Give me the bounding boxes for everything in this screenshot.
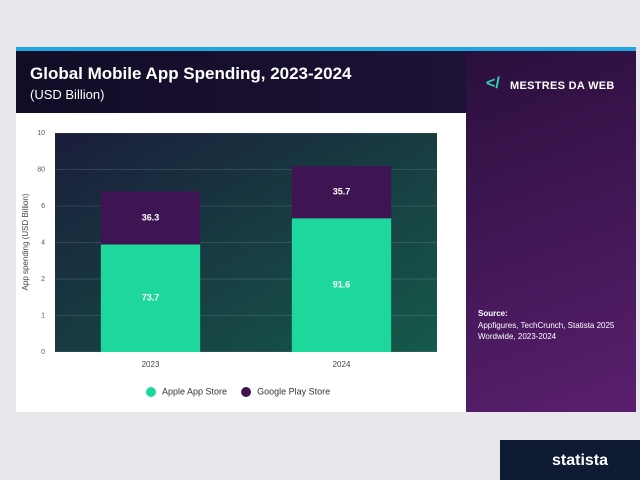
top-accent <box>16 47 636 51</box>
side-panel: </ MESTRES DA WEB Source: Appfigures, Te… <box>466 51 636 412</box>
x-tick-label: 2023 <box>142 360 160 369</box>
y-tick-label: 10 <box>37 130 45 137</box>
data-label: 35.7 <box>333 187 351 197</box>
data-label: 91.6 <box>333 280 351 290</box>
brand-icon: </ <box>486 75 500 92</box>
legend-label: Apple App Store <box>162 386 227 396</box>
legend-label: Google Play Store <box>257 386 330 396</box>
bar-segment <box>291 166 392 219</box>
y-tick-label: 80 <box>37 166 45 173</box>
bar-segment <box>100 244 201 352</box>
y-axis-title: App spending (USD Billion) <box>21 193 30 290</box>
data-label: 36.3 <box>142 212 160 222</box>
x-tick-label: 2024 <box>333 360 351 369</box>
y-tick-label: 6 <box>41 203 45 210</box>
footer-logo: statista <box>552 452 609 469</box>
brand-name: MESTRES DA WEB <box>510 80 615 92</box>
source-text: Appfigures, TechCrunch, Statista 2025 Wo… <box>478 321 615 341</box>
bar-segment <box>100 191 201 245</box>
legend-marker <box>146 387 156 397</box>
title: Global Mobile App Spending, 2023-2024 <box>30 64 352 83</box>
footer-bar: statista <box>500 440 640 480</box>
y-tick-label: 1 <box>41 312 45 319</box>
header: Global Mobile App Spending, 2023-2024 (U… <box>16 51 466 113</box>
source-label: Source: <box>478 309 508 318</box>
legend-marker <box>241 387 252 397</box>
y-tick-label: 4 <box>41 239 45 246</box>
data-label: 73.7 <box>142 293 160 303</box>
y-tick-label: 0 <box>41 349 45 356</box>
subtitle: (USD Billion) <box>30 87 105 102</box>
bar-segment <box>291 218 392 352</box>
y-tick-label: 2 <box>41 276 45 283</box>
